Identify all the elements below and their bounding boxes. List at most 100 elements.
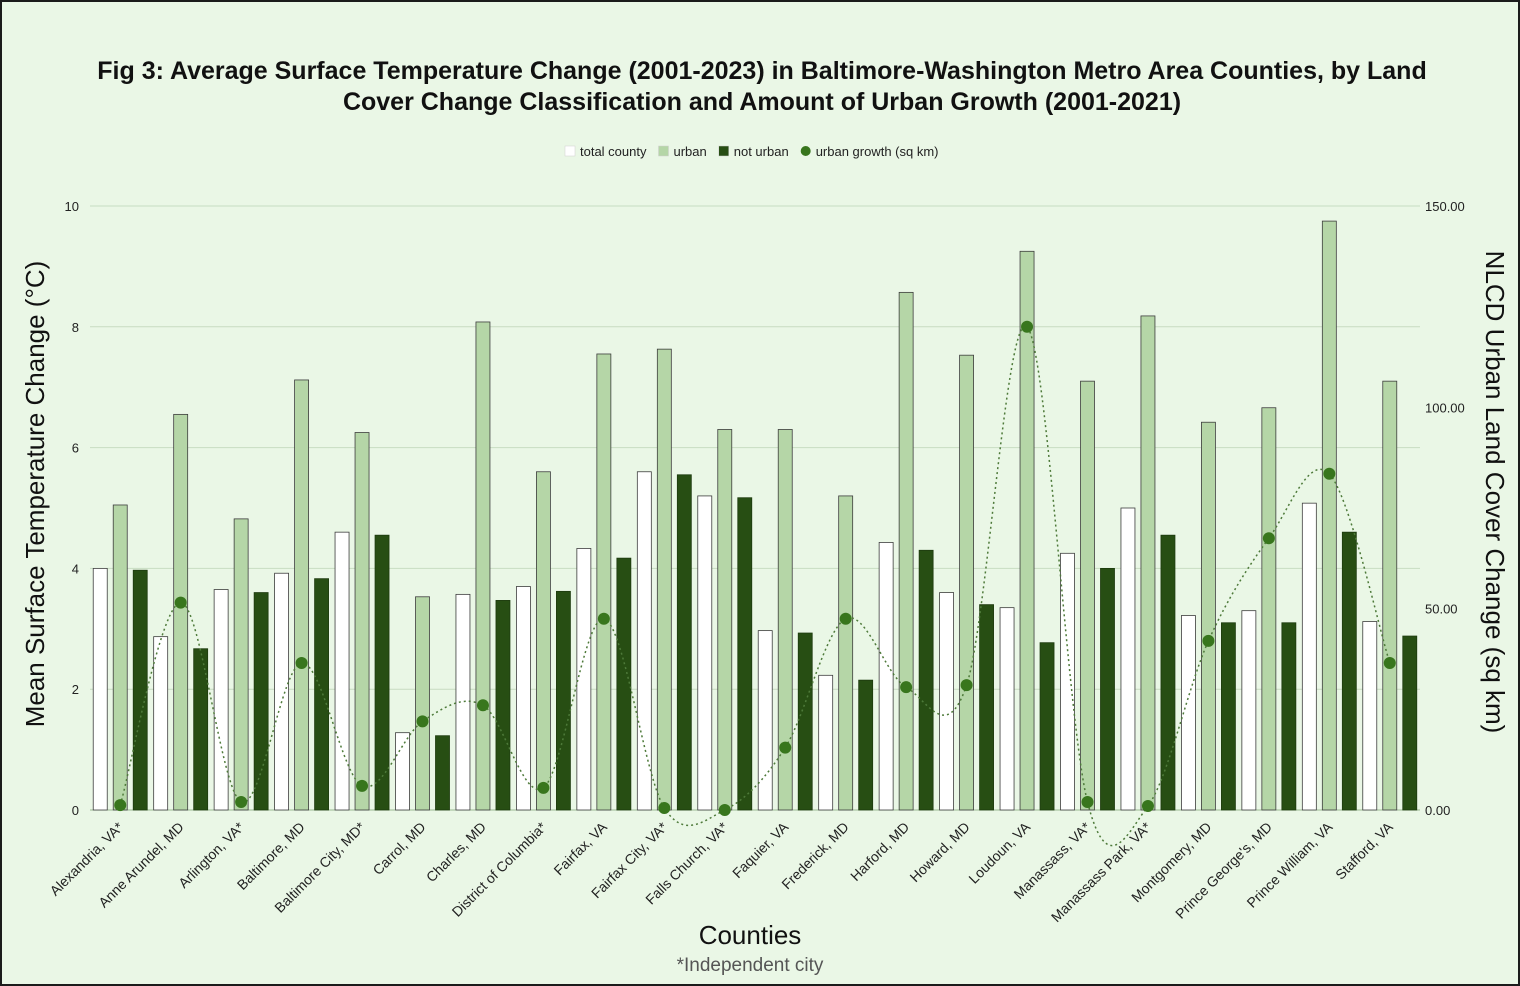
x-axis-title: Counties <box>699 920 802 950</box>
right-axis-ticks: 0.00 50.00 100.00 150.00 <box>1425 199 1465 818</box>
bar-total-county-4 <box>334 531 350 811</box>
urban-growth-point-8 <box>597 612 610 625</box>
bar-total-county-8 <box>576 548 592 811</box>
bar-total-county-13 <box>878 542 894 811</box>
left-axis-ticks: 0 2 4 6 8 10 <box>65 199 79 818</box>
urban-growth-point-9 <box>658 801 671 814</box>
bar-not-urban-21 <box>1402 635 1418 811</box>
y-tick-label: 4 <box>72 561 79 576</box>
urban-growth-point-11 <box>779 741 792 754</box>
category-labels: Alexandria, VA*Anne Arundel, MDArlington… <box>46 818 1396 925</box>
bar-total-county-18 <box>1181 615 1196 811</box>
bar-not-urban-4 <box>374 534 390 811</box>
bar-total-county-5 <box>395 732 410 811</box>
bar-total-county-19 <box>1241 610 1257 811</box>
bar-total-county-11 <box>757 630 773 811</box>
bar-urban-9 <box>656 348 672 811</box>
urban-growth-point-5 <box>416 715 429 728</box>
bar-total-county-17 <box>1120 507 1136 811</box>
bar-urban-2 <box>233 518 249 811</box>
legend-label: not urban <box>734 144 789 159</box>
category-label: Carrol, MD <box>369 819 428 878</box>
bar-not-urban-6 <box>495 600 511 811</box>
bar-total-county-1 <box>153 636 169 811</box>
bar-total-county-10 <box>697 495 713 811</box>
bar-urban-14 <box>959 354 974 811</box>
category-label: Manassass Park, VA* <box>1048 818 1155 925</box>
bar-total-county-9 <box>636 471 652 811</box>
legend: total county urban not urban urban growth (… <box>564 144 939 159</box>
urban-growth-point-12 <box>839 612 852 625</box>
urban-growth-point-17 <box>1141 799 1154 812</box>
bar-not-urban-14 <box>979 604 994 811</box>
urban-growth-point-2 <box>235 795 248 808</box>
y2-axis-title: NLCD Urban Land Cover Change (sq km) <box>1480 251 1510 734</box>
urban-growth-point-19 <box>1262 532 1275 545</box>
urban-growth-line <box>119 325 1391 847</box>
chart-title-line-1: Fig 3: Average Surface Temperature Chang… <box>97 57 1426 85</box>
bar-not-urban-8 <box>616 557 632 811</box>
bar-urban-6 <box>475 321 491 811</box>
bar-total-county-16 <box>1060 552 1075 811</box>
urban-growth-point-21 <box>1383 657 1396 670</box>
bar-urban-21 <box>1382 380 1398 811</box>
y-tick-label: 10 <box>65 199 79 214</box>
bar-total-county-14 <box>939 592 954 811</box>
bar-not-urban-12 <box>858 679 874 811</box>
category-label: Charles, MD <box>423 819 489 885</box>
bar-urban-13 <box>898 291 914 811</box>
bar-urban-10 <box>717 429 733 811</box>
bar-urban-8 <box>596 353 612 811</box>
category-label: Fairfax, VA <box>550 818 610 878</box>
legend-label: total county <box>580 144 647 159</box>
y2-tick-label: 0.00 <box>1425 803 1450 818</box>
legend-swatch <box>658 145 669 157</box>
legend-swatch <box>718 145 729 157</box>
bar-total-county-3 <box>274 572 289 811</box>
urban-growth-point-20 <box>1323 467 1336 480</box>
bar-urban-5 <box>415 596 430 811</box>
y-tick-label: 0 <box>72 803 79 818</box>
bar-urban-16 <box>1080 380 1095 811</box>
bar-urban-19 <box>1261 407 1277 811</box>
y-tick-label: 8 <box>72 320 79 335</box>
bar-urban-4 <box>354 432 370 811</box>
urban-growth-point-10 <box>718 804 731 816</box>
urban-growth-point-18 <box>1202 634 1215 647</box>
bar-not-urban-13 <box>918 549 934 811</box>
urban-growth-point-14 <box>960 679 973 692</box>
category-label: Howard, MD <box>906 819 972 885</box>
bar-total-county-15 <box>999 607 1015 811</box>
bar-not-urban-20 <box>1341 531 1357 811</box>
bar-urban-20 <box>1321 220 1337 811</box>
footnote: *Independent city <box>677 955 824 976</box>
bar-total-county-7 <box>516 586 531 811</box>
bar-total-county-21 <box>1362 621 1378 811</box>
bar-urban-18 <box>1201 421 1216 811</box>
urban-growth-point-15 <box>1021 320 1034 333</box>
bar-urban-11 <box>777 429 793 811</box>
bar-urban-0 <box>112 504 128 811</box>
bar-total-county-12 <box>818 674 834 811</box>
bar-urban-12 <box>838 495 854 811</box>
bar-total-county-6 <box>455 593 471 811</box>
category-label: Faquier, VA <box>729 818 792 881</box>
bar-not-urban-18 <box>1221 622 1236 811</box>
bar-not-urban-5 <box>435 735 450 811</box>
legend-swatch <box>800 146 811 156</box>
urban-growth-point-4 <box>356 779 369 792</box>
bar-not-urban-10 <box>737 497 753 811</box>
bar-total-county-0 <box>92 568 108 811</box>
urban-growth-trend-line <box>119 325 1391 847</box>
urban-growth-point-1 <box>174 596 187 609</box>
y-tick-label: 2 <box>72 682 79 697</box>
urban-growth-point-3 <box>295 657 308 670</box>
urban-growth-point-0 <box>114 799 127 812</box>
bar-not-urban-3 <box>314 578 329 811</box>
bar-urban-17 <box>1140 315 1156 811</box>
gridlines <box>90 205 1420 811</box>
bar-not-urban-17 <box>1160 534 1176 811</box>
bar-urban-3 <box>294 379 309 811</box>
y-axis-title: Mean Surface Temperature Change (°C) <box>20 261 50 728</box>
